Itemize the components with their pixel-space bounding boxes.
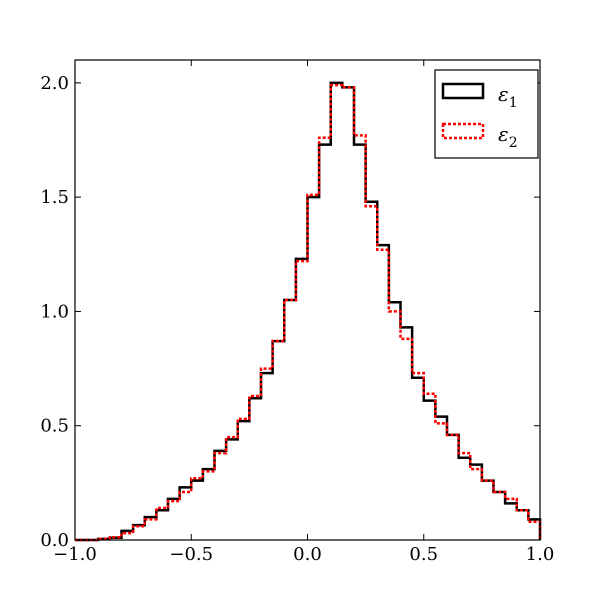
x-tick-label-0: −1.0	[53, 544, 97, 565]
legend-label-epsilon-2-symbol: ε	[498, 122, 509, 146]
plot-frame	[74, 59, 541, 541]
legend-label-epsilon-1-subscript: 1	[509, 95, 518, 111]
y-axis-ticks: 0.0 0.5 1.0 1.5 2.0	[40, 73, 540, 551]
series-lines	[75, 81, 542, 542]
x-tick-label-3: 0.5	[409, 544, 438, 565]
y-tick-label-2: 1.0	[40, 301, 69, 322]
series-line-epsilon-1	[75, 81, 542, 542]
x-tick-label-1: −0.5	[169, 544, 213, 565]
y-tick-label-4: 2.0	[40, 73, 69, 94]
y-tick-label-1: 0.5	[40, 416, 69, 437]
x-tick-label-2: 0.0	[293, 544, 322, 565]
legend-swatch-epsilon-1	[441, 82, 485, 100]
legend-swatch-epsilon-2	[441, 122, 485, 140]
y-tick-label-0: 0.0	[40, 530, 69, 551]
x-tick-label-4: 1.0	[526, 544, 555, 565]
legend: ε1 ε2	[434, 69, 539, 159]
legend-label-epsilon-1: ε1	[498, 82, 518, 111]
legend-label-epsilon-2: ε2	[498, 122, 518, 151]
legend-label-epsilon-2-subscript: 2	[509, 135, 518, 151]
legend-label-epsilon-1-symbol: ε	[498, 82, 509, 106]
x-axis-ticks: −1.0 −0.5 0.0 0.5 1.0	[53, 60, 554, 565]
series-line-epsilon-2	[75, 83, 542, 542]
y-tick-label-3: 1.5	[40, 187, 69, 208]
